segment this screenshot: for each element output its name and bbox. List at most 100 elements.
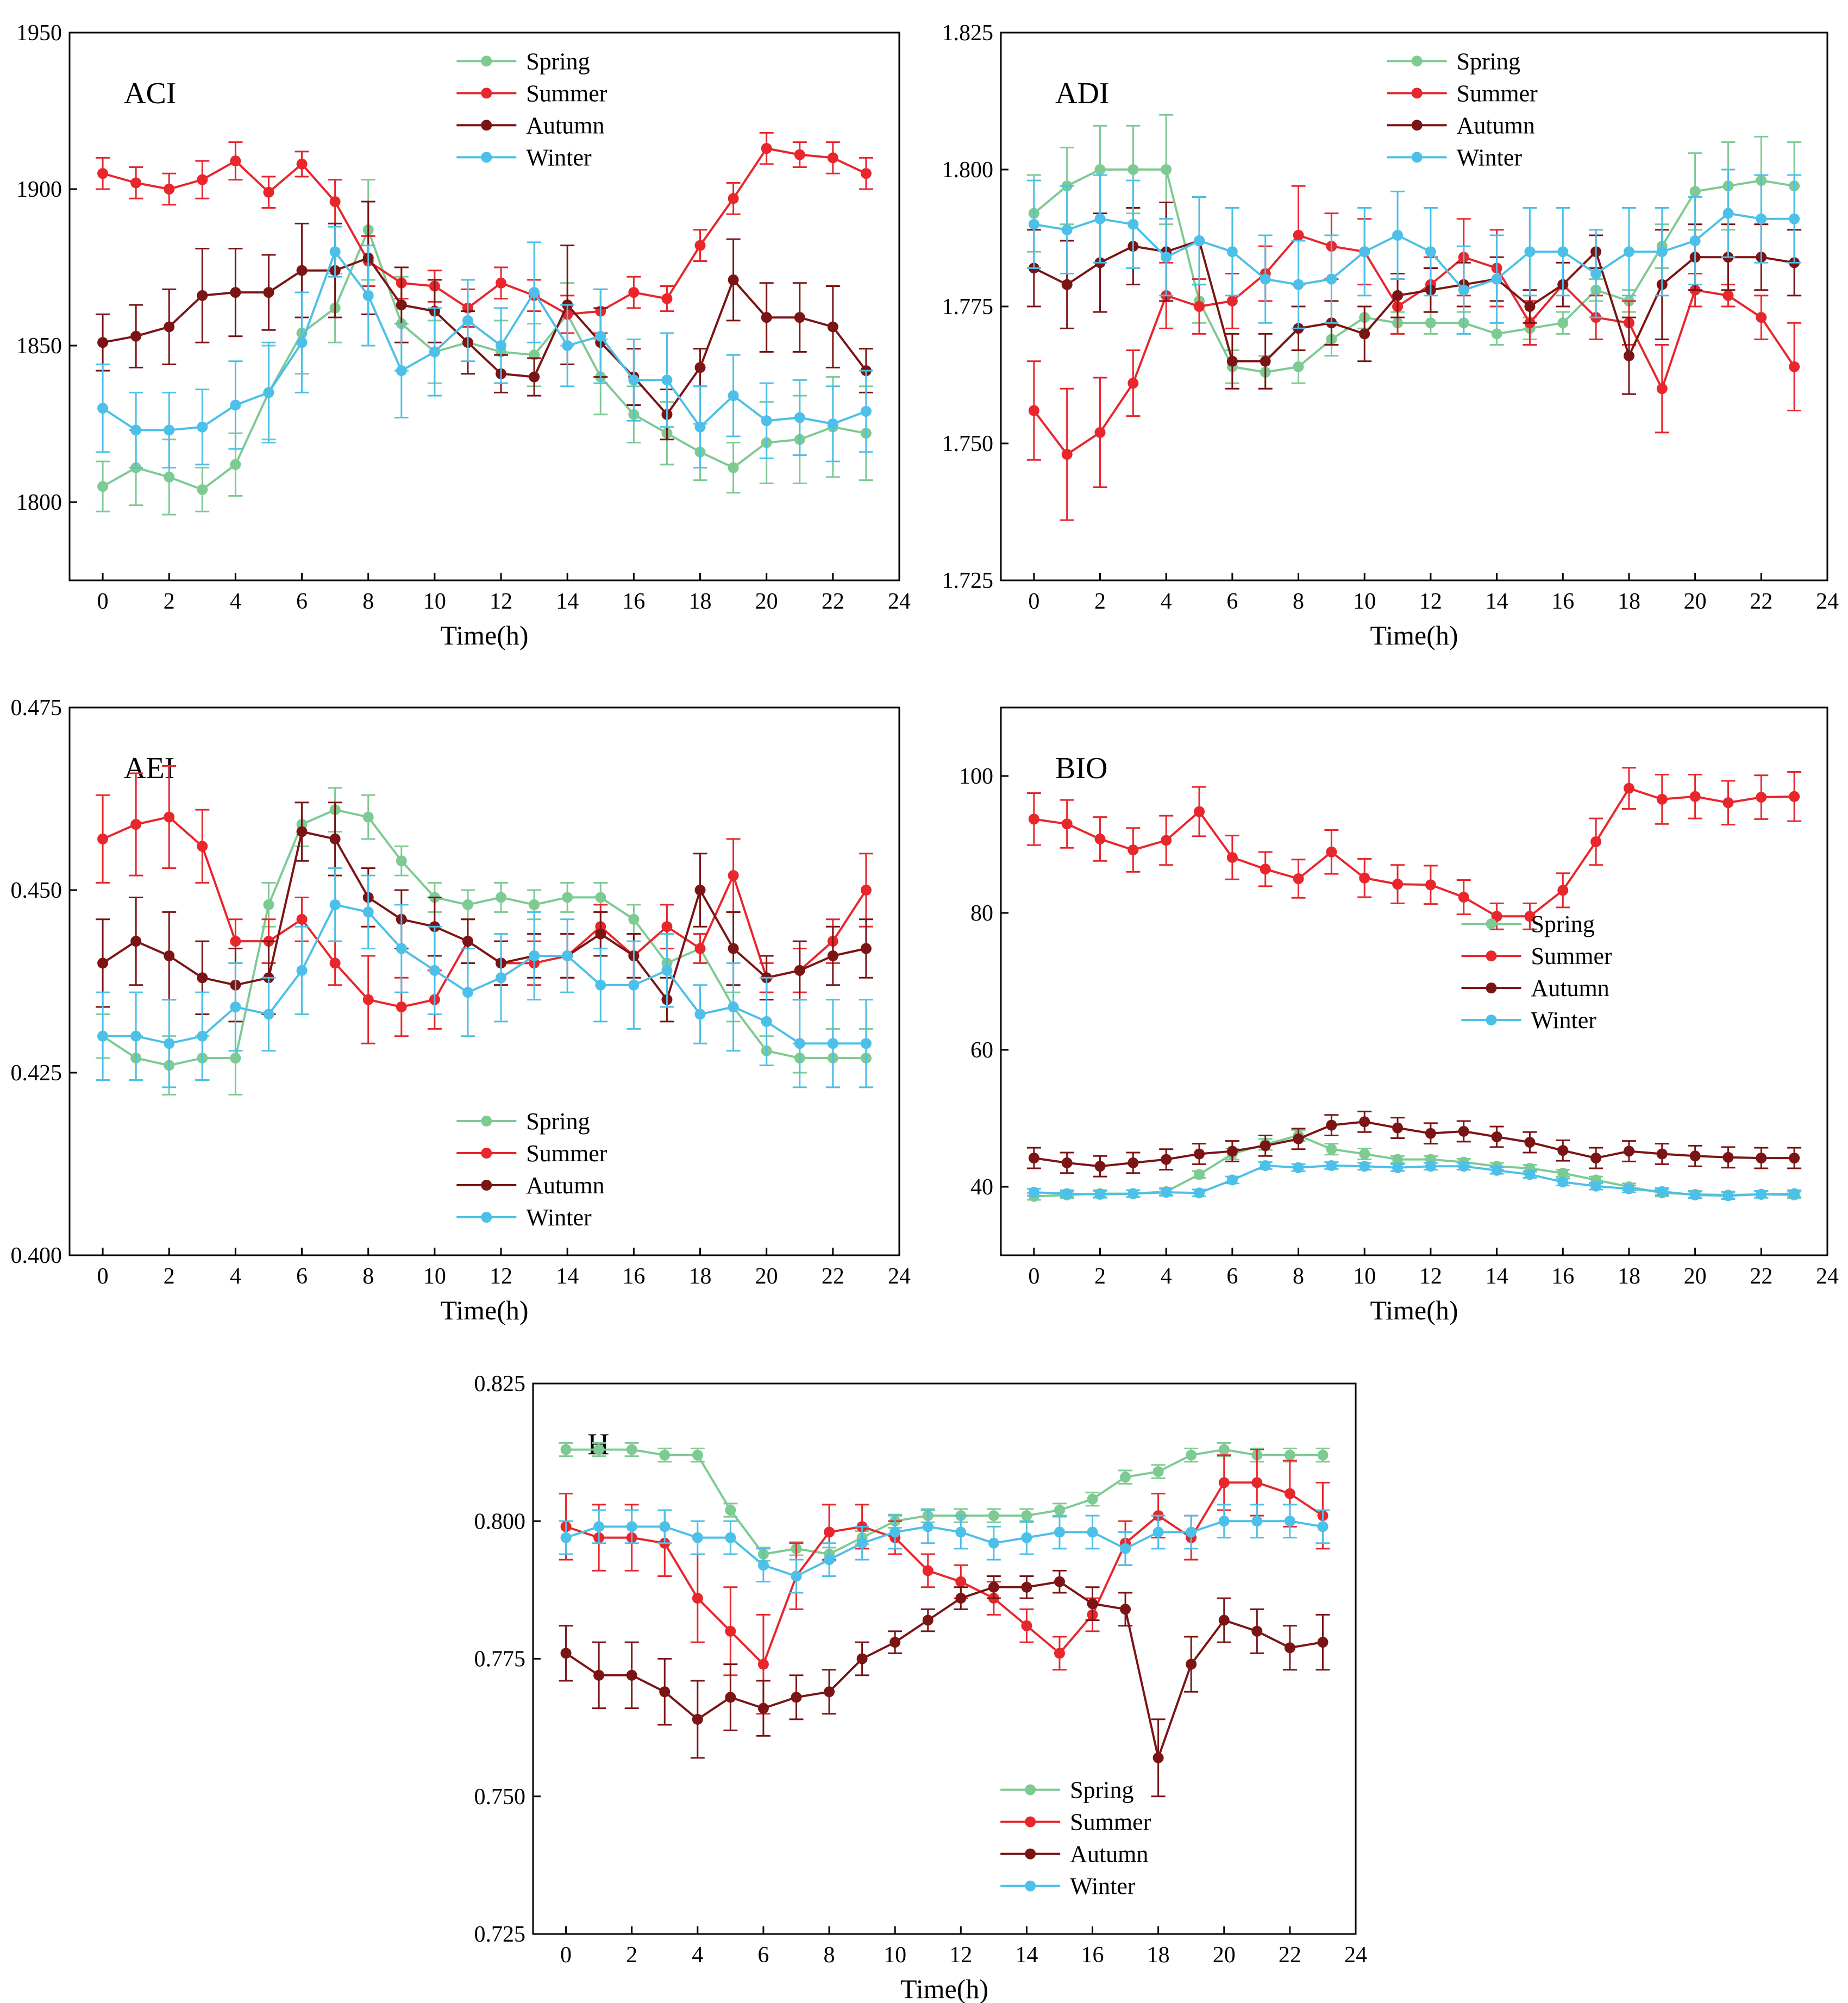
data-point	[1284, 1642, 1295, 1654]
data-point	[1458, 892, 1469, 903]
data-point	[1226, 295, 1238, 306]
data-point	[794, 412, 805, 423]
data-point	[1054, 1576, 1065, 1587]
legend-label: Autumn	[1070, 1841, 1148, 1868]
data-point	[130, 330, 142, 342]
data-point	[1392, 290, 1404, 301]
data-point	[1756, 792, 1767, 803]
data-point	[1623, 1183, 1634, 1194]
x-tick-label: 18	[1147, 1943, 1170, 1968]
data-point	[1756, 1188, 1767, 1200]
data-point	[1226, 1174, 1238, 1186]
data-point	[1061, 1188, 1073, 1199]
data-point	[1789, 213, 1800, 224]
y-tick-label: 1800	[16, 490, 62, 515]
data-point	[230, 399, 241, 411]
x-tick-label: 20	[1684, 1264, 1707, 1289]
data-point	[628, 979, 640, 991]
legend-label: Summer	[1457, 80, 1538, 107]
data-point	[1590, 1153, 1602, 1164]
x-tick-label: 0	[97, 1264, 109, 1289]
x-axis-title: Time(h)	[1370, 620, 1458, 650]
data-point	[329, 246, 341, 258]
plot-frame	[68, 706, 900, 1256]
data-point	[1425, 1161, 1436, 1172]
data-point	[1656, 383, 1668, 395]
data-point	[1218, 1444, 1230, 1455]
series-summer	[1026, 767, 1802, 930]
data-point	[560, 1648, 572, 1659]
data-point	[197, 421, 208, 433]
legend-swatch-marker	[481, 152, 492, 163]
data-point	[827, 152, 838, 164]
data-point	[362, 290, 374, 301]
data-point	[1656, 793, 1668, 805]
x-tick-label: 24	[1344, 1943, 1367, 1968]
data-point	[1087, 1493, 1098, 1505]
legend: Spring Summer Autumn Winter	[1000, 1777, 1151, 1900]
data-point	[1789, 1153, 1800, 1164]
data-point	[860, 405, 872, 417]
data-point	[661, 965, 673, 976]
panel-title: AEI	[124, 752, 174, 785]
legend-label: Summer	[526, 80, 607, 107]
data-point	[1087, 1526, 1098, 1538]
data-point	[860, 943, 872, 954]
legend-label: Spring	[1070, 1777, 1133, 1804]
data-point	[197, 841, 208, 852]
data-point	[595, 330, 606, 342]
data-point	[1218, 1477, 1230, 1488]
series-line	[102, 147, 867, 316]
legend-label: Winter	[1070, 1873, 1136, 1900]
data-point	[496, 277, 507, 289]
data-point	[1028, 1153, 1039, 1164]
data-point	[560, 1444, 572, 1455]
data-point	[1061, 449, 1073, 460]
data-point	[1557, 885, 1569, 896]
data-point	[824, 1526, 835, 1538]
data-point	[230, 287, 241, 298]
data-point	[296, 965, 308, 976]
data-point	[1226, 1146, 1238, 1157]
data-point	[462, 315, 473, 326]
y-tick-label: 60	[970, 1038, 993, 1063]
data-point	[1656, 1148, 1668, 1160]
x-tick-label: 0	[1028, 1264, 1039, 1289]
data-point	[1094, 833, 1106, 844]
data-point	[296, 265, 308, 276]
legend-swatch-marker	[481, 1180, 492, 1191]
x-tick-label: 18	[1618, 589, 1640, 614]
data-point	[694, 1009, 706, 1020]
x-tick-label: 12	[1419, 589, 1442, 614]
data-point	[757, 1658, 769, 1670]
x-tick-label: 18	[1618, 1264, 1640, 1289]
data-point	[1061, 1157, 1073, 1168]
data-point	[97, 168, 109, 179]
data-point	[1359, 1148, 1370, 1160]
series-winter	[96, 226, 873, 469]
x-tick-label: 4	[1161, 589, 1172, 614]
data-point	[694, 421, 706, 433]
series-winter	[1026, 1160, 1802, 1201]
series-line	[102, 228, 867, 491]
x-tick-label: 16	[1081, 1943, 1104, 1968]
series-spring	[559, 1442, 1330, 1562]
data-point	[396, 855, 407, 867]
data-point	[1260, 273, 1271, 285]
data-point	[1226, 246, 1238, 258]
y-tick-label: 1.825	[942, 21, 994, 46]
legend-swatch-marker	[1025, 1848, 1036, 1860]
data-point	[595, 928, 606, 940]
legend-swatch-marker	[1486, 982, 1497, 994]
legend-label: Autumn	[1457, 112, 1535, 139]
data-point	[1689, 186, 1701, 197]
legend-label: Spring	[526, 48, 590, 74]
data-point	[1491, 911, 1502, 922]
data-point	[164, 950, 175, 961]
data-point	[1689, 1190, 1701, 1201]
x-tick-label: 12	[949, 1943, 972, 1968]
data-point	[1317, 1521, 1329, 1532]
data-point	[1326, 1119, 1337, 1131]
